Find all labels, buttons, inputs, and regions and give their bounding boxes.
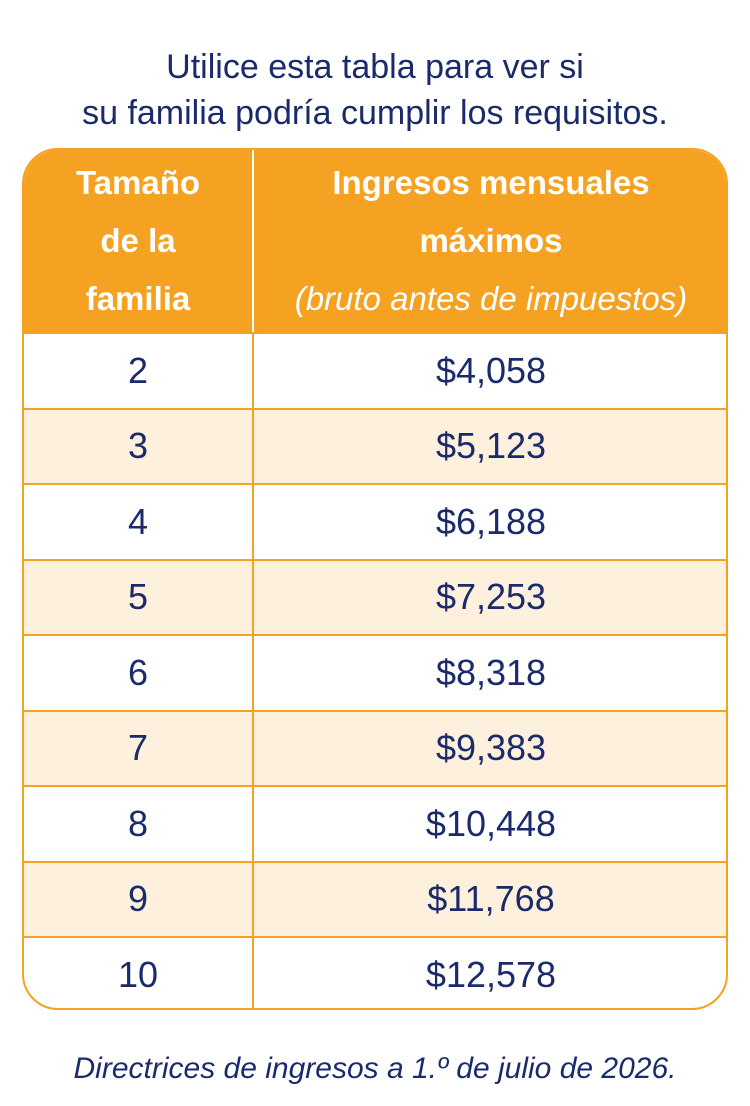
column-divider [252, 938, 254, 1008]
family-size-cell: 7 [127, 727, 149, 769]
table-body: 2 $4,058 3 $5,123 4 $6,188 5 $7,253 6 $8… [24, 332, 726, 1008]
family-size-cell: 6 [127, 651, 149, 693]
header-divider [252, 150, 254, 332]
table-row: 7 $9,383 [24, 709, 726, 785]
footnote: Directrices de ingresos a 1.º de julio d… [73, 1052, 677, 1085]
income-cell: $10,448 [425, 802, 557, 844]
table-row: 6 $8,318 [24, 634, 726, 710]
table-row: 8 $10,448 [24, 785, 726, 861]
column-divider [252, 636, 254, 710]
header-income-line-2: máximos [419, 222, 563, 259]
family-size-cell: 8 [127, 802, 149, 844]
income-cell: $5,123 [435, 425, 547, 467]
family-size-cell: 2 [127, 349, 149, 391]
family-size-cell: 4 [127, 500, 149, 542]
column-divider [252, 409, 254, 483]
family-size-cell: 10 [117, 953, 159, 995]
income-cell: $9,383 [435, 727, 547, 769]
table-row: 4 $6,188 [24, 483, 726, 559]
column-divider [252, 485, 254, 559]
column-divider [252, 787, 254, 861]
header-family-size-line-1: Tamaño [75, 164, 201, 201]
column-divider [252, 862, 254, 936]
header-family-size-line-3: familia [85, 280, 191, 317]
family-size-cell: 5 [127, 576, 149, 618]
family-size-cell: 9 [127, 878, 149, 920]
column-divider [252, 711, 254, 785]
income-cell: $12,578 [425, 953, 557, 995]
table-row: 2 $4,058 [24, 332, 726, 408]
family-size-cell: 3 [127, 425, 149, 467]
column-divider [252, 560, 254, 634]
income-cell: $4,058 [435, 349, 547, 391]
intro-line-2: su familia podría cumplir los requisitos… [82, 94, 668, 132]
header-income-subtitle: (bruto antes de impuestos) [294, 280, 688, 317]
income-cell: $8,318 [435, 651, 547, 693]
header-monthly-income: Ingresos mensuales máximos (bruto antes … [254, 150, 726, 332]
table-row: 10 $12,578 [24, 936, 726, 1008]
intro-text: Utilice esta tabla para ver si su famili… [0, 44, 750, 136]
table-row: 3 $5,123 [24, 407, 726, 483]
intro-line-1: Utilice esta tabla para ver si [166, 48, 584, 86]
column-divider [252, 334, 254, 408]
income-cell: $7,253 [435, 576, 547, 618]
header-family-size: Tamaño de la familia [24, 150, 252, 332]
income-cell: $11,768 [427, 878, 555, 920]
income-cell: $6,188 [435, 500, 547, 542]
income-table: Tamaño de la familia Ingresos mensuales … [22, 148, 728, 1010]
header-income-line-1: Ingresos mensuales [332, 164, 650, 201]
header-family-size-line-2: de la [100, 222, 176, 259]
table-row: 9 $11,768 [24, 860, 726, 936]
table-row: 5 $7,253 [24, 558, 726, 634]
table-header: Tamaño de la familia Ingresos mensuales … [24, 150, 726, 332]
